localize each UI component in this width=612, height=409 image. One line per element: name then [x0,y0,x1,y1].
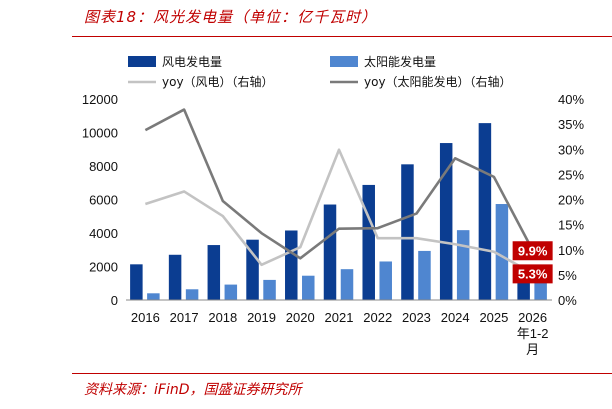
x-tick-label: 2017 [170,310,199,325]
x-tick-label: 2025 [479,310,508,325]
x-tick-label: 2022 [363,310,392,325]
callout-box [512,264,553,284]
legend-swatch [330,56,358,67]
bar-mark [207,245,221,300]
y-right-tick-label: 35% [558,117,584,132]
bar-mark [495,204,509,300]
bar-mark [285,230,298,300]
y-left-tick-label: 10000 [82,126,118,141]
bar-mark [168,254,182,300]
y-left-tick-label: 0 [111,293,118,308]
bottom-rule [72,373,612,374]
top-rule [72,36,612,37]
legend-label: yoy（太阳能发电）（右轴） [364,74,512,89]
x-tick-label: 2021 [325,310,354,325]
bar-mark [401,164,414,300]
bar-mark [478,123,492,301]
bar-mark [263,279,276,300]
y-right-tick-label: 40% [558,92,584,107]
bar-mark [439,143,453,300]
legend-label: yoy（风电）（右轴） [162,74,274,89]
source-note: 资料来源：iFinD，国盛证券研究所 [84,382,302,398]
bar-mark [147,293,160,300]
y-left-tick-label: 6000 [89,193,118,208]
y-left-tick-label: 12000 [82,92,118,107]
bar-mark [130,264,143,300]
legend-label: 太阳能发电量 [364,54,436,69]
y-right-tick-label: 10% [558,243,584,258]
y-right-tick-label: 5% [558,268,577,283]
bar-mark [379,261,392,300]
y-left-tick-label: 4000 [89,226,118,241]
y-left-tick-label: 8000 [89,159,118,174]
x-tick-label: 2023 [402,310,431,325]
series-line [144,148,534,275]
x-tick-label: 2024 [441,310,470,325]
bar-mark [456,230,470,300]
figure-title: 图表18：风光发电量（单位：亿千瓦时） [84,8,378,26]
legend-swatch [128,56,156,67]
bar-mark [246,239,259,300]
x-tick-label: 2019 [247,310,276,325]
legend: 风电发电量 太阳能发电量 yoy（风电）（右轴） yoy（太阳能发电）（右轴） [128,54,512,89]
y-right-tick-label: 30% [558,142,584,157]
line-marks [144,108,534,275]
callout-label: 5.3% [518,266,548,281]
bar-mark [185,289,199,300]
bar-mark [362,184,375,300]
y-right-tick-label: 15% [558,218,584,233]
y-right-tick-label: 25% [558,167,584,182]
y-left-tick-label: 2000 [89,260,118,275]
bar-mark [534,279,547,300]
x-tick-label: 2016 [131,310,160,325]
x-tick-label: 2020 [286,310,315,325]
bar-mark [323,204,337,300]
callout-box [512,241,553,261]
callouts: 9.9% 5.3% [512,241,553,284]
series-line [144,108,534,260]
bar-mark [302,275,315,300]
x-tick-label: 月 [526,342,539,357]
y-right-tick-label: 20% [558,193,584,208]
axes: 0 2000 4000 6000 8000 10000 12000 0% 5% 10% 15% 20%… [82,92,585,357]
y-right-tick-label: 0% [558,293,577,308]
x-tick-label: 2026 [518,310,547,325]
callout-label: 9.9% [518,243,548,258]
x-tick-label: 年1-2 [517,326,549,341]
bar-mark [418,250,431,300]
x-tick-label: 2018 [208,310,237,325]
legend-label: 风电发电量 [162,54,222,69]
bar-mark [340,269,354,300]
bar-mark [224,284,238,300]
